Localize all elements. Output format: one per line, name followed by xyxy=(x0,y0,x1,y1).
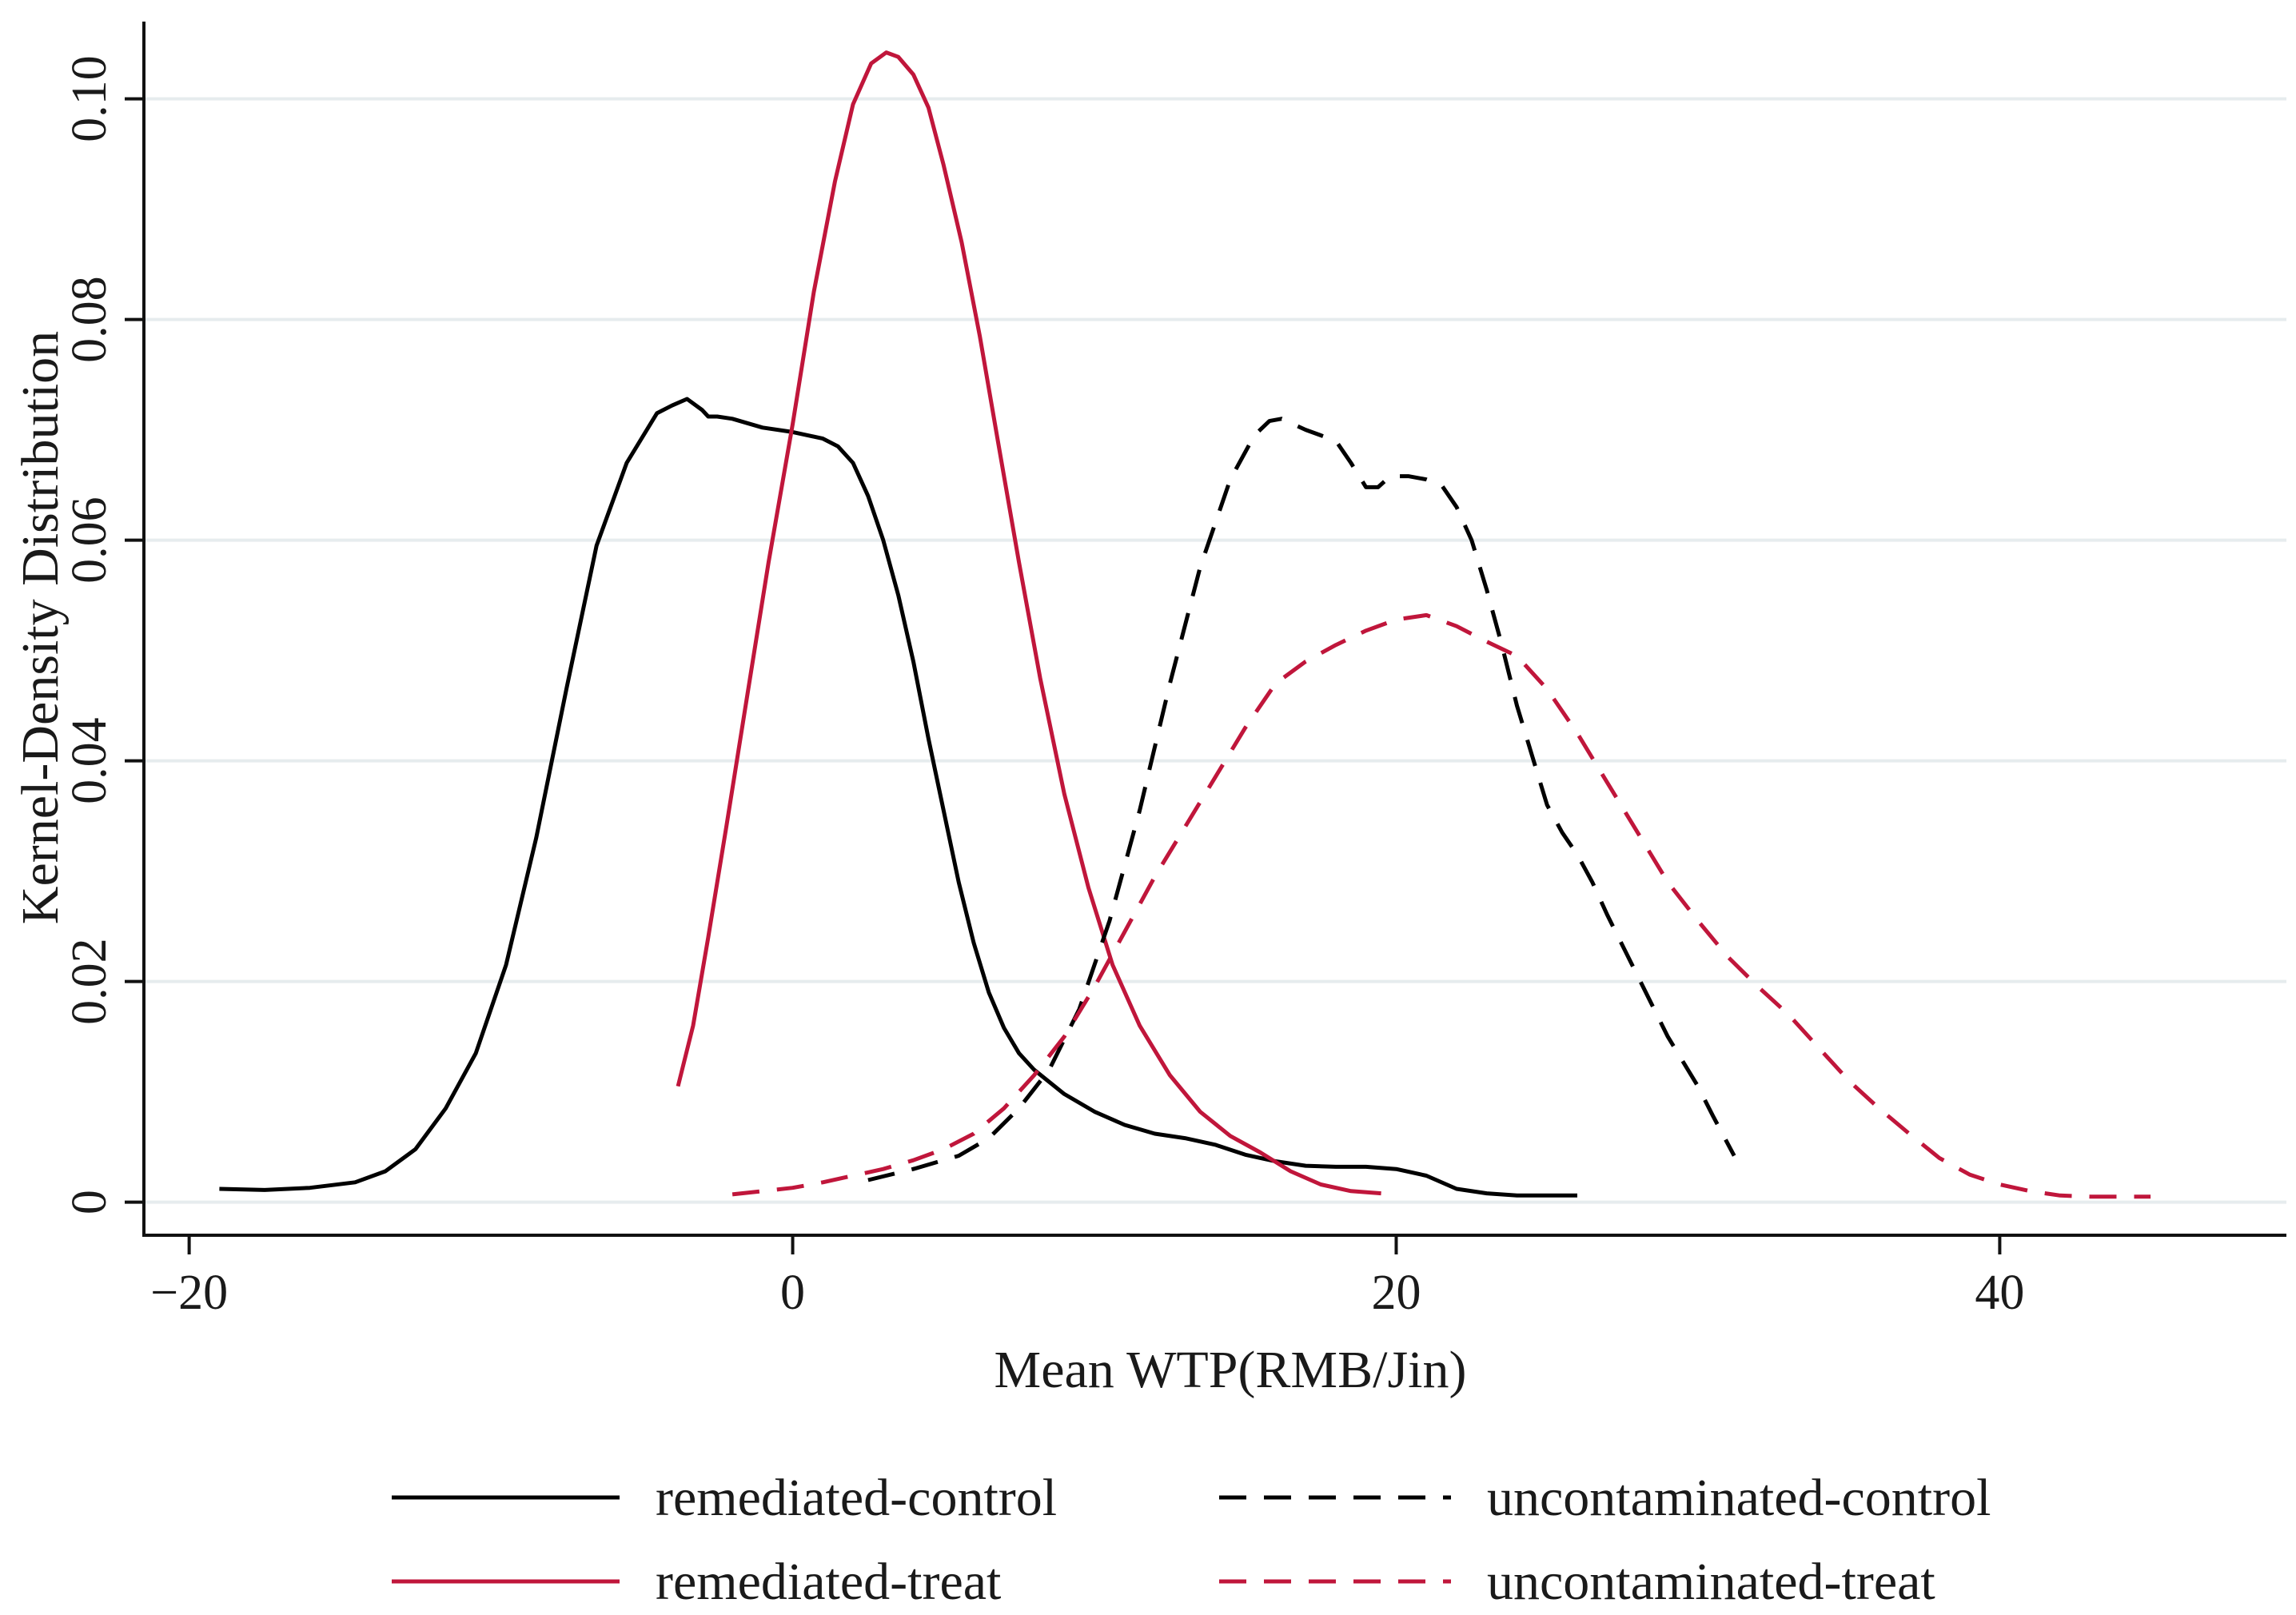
x-tick-label: 20 xyxy=(1371,1266,1421,1320)
series-line-uncontaminated-control xyxy=(867,417,1736,1182)
y-tick-label: 0 xyxy=(62,1190,117,1214)
series-line-remediated-treat xyxy=(676,50,1381,1196)
x-axis-title: Mean WTP(RMB/Jin) xyxy=(995,1341,1467,1399)
y-tick-label: 0.08 xyxy=(62,276,117,363)
y-axis-title: Kernel-Density Distribution xyxy=(11,331,70,924)
series-lines xyxy=(219,50,2151,1199)
x-axis-ticks: −20 0 20 40 xyxy=(150,1235,2024,1320)
x-tick-label: 40 xyxy=(1975,1266,2024,1320)
y-axis-ticks: 0 0.02 0.04 0.06 0.08 0.10 xyxy=(62,55,144,1214)
gridlines xyxy=(144,97,2286,1204)
y-tick-label: 0.04 xyxy=(62,717,117,804)
axes xyxy=(142,22,2286,1237)
series-line-remediated-control xyxy=(219,397,1577,1198)
series-line-uncontaminated-treat xyxy=(731,612,2151,1199)
y-tick-label: 0.10 xyxy=(62,55,117,142)
legend-label-uncontaminated-treat: uncontaminated-treat xyxy=(1487,1553,1935,1611)
axis-frame xyxy=(142,22,2286,1237)
legend: remediated-control uncontaminated-control… xyxy=(392,1469,1991,1611)
legend-label-remediated-treat: remediated-treat xyxy=(656,1553,1001,1611)
x-tick-label: −20 xyxy=(150,1266,228,1320)
y-tick-label: 0.02 xyxy=(62,938,117,1025)
x-tick-label: 0 xyxy=(780,1266,805,1320)
y-tick-label: 0.06 xyxy=(62,496,117,584)
legend-label-uncontaminated-control: uncontaminated-control xyxy=(1487,1469,1991,1527)
legend-label-remediated-control: remediated-control xyxy=(656,1469,1057,1527)
